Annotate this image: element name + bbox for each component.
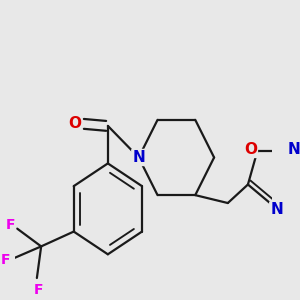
Text: O: O	[244, 142, 257, 157]
Text: N: N	[132, 150, 145, 165]
Text: O: O	[68, 116, 81, 131]
Text: F: F	[6, 218, 15, 232]
Text: N: N	[270, 202, 283, 217]
Text: N: N	[288, 142, 300, 157]
Text: F: F	[34, 283, 43, 297]
Text: F: F	[0, 253, 10, 267]
